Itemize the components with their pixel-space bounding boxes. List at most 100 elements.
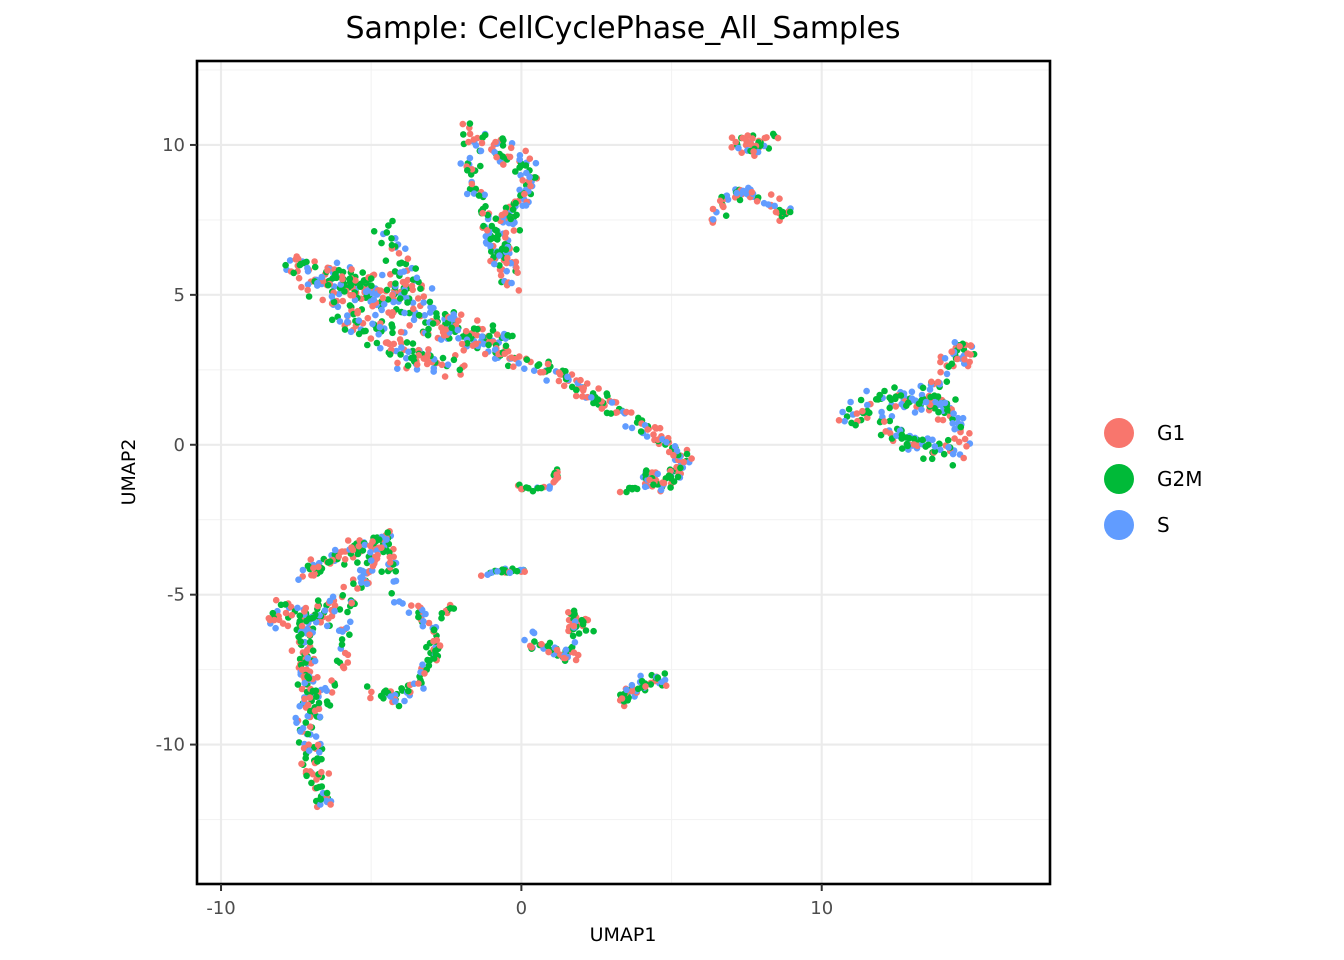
point-s [421,312,429,319]
point-g2m [736,196,744,204]
point-g1 [515,287,523,294]
point-g2m [313,784,321,792]
point-s [941,399,949,407]
point-s [839,408,846,416]
point-g1 [644,426,651,433]
point-g2m [294,681,302,688]
point-g2m [336,606,344,613]
point-s [455,335,462,342]
point-g1 [328,689,336,696]
point-g1 [364,314,372,322]
point-s [482,233,490,240]
point-g1 [481,350,489,358]
point-g1 [466,130,474,138]
point-g1 [298,685,306,693]
point-g1 [937,358,944,366]
point-g2m [409,340,417,347]
point-g1 [560,382,568,390]
point-s [312,733,320,740]
point-g1 [415,680,422,687]
point-g1 [881,418,888,425]
point-g1 [415,602,422,610]
point-g1 [502,234,509,241]
point-s [333,259,341,267]
point-s [945,444,952,451]
point-g1 [648,469,656,476]
point-g2m [852,421,859,429]
point-g2m [305,293,313,300]
point-g1 [544,360,552,368]
point-g2m [388,241,396,249]
point-g2m [448,324,456,332]
point-s [863,387,870,395]
point-g1 [367,694,374,702]
point-g1 [298,666,306,673]
point-g1 [389,291,396,299]
point-s [304,712,312,720]
point-g1 [598,405,606,412]
point-g2m [625,694,632,702]
point-s [405,348,412,356]
point-g1 [300,744,308,752]
point-g2m [904,442,911,450]
point-g2m [450,605,458,612]
point-g2m [877,431,885,439]
point-g1 [352,277,359,284]
point-g1 [341,556,349,563]
point-g2m [384,296,392,303]
point-g2m [512,199,519,207]
point-g1 [275,616,283,624]
point-g2m [388,321,396,328]
point-g2m [479,134,487,141]
point-s [401,309,408,317]
point-g1 [366,542,374,549]
point-g2m [957,423,965,431]
point-s [771,202,778,210]
point-g1 [395,250,403,257]
point-s [323,687,331,694]
point-g1 [584,380,591,387]
point-g1 [552,476,559,484]
point-g1 [688,455,695,462]
point-s [526,173,533,181]
point-g1 [470,136,478,143]
point-s [331,546,339,554]
point-s [496,252,503,259]
point-g2m [582,627,590,634]
point-g1 [628,409,635,416]
point-g2m [845,405,853,413]
point-g2m [578,616,586,624]
point-g2m [928,455,936,463]
point-g2m [898,445,906,452]
point-g2m [504,332,512,339]
point-g2m [464,167,471,174]
point-g2m [415,613,422,621]
point-s [733,189,740,197]
point-g1 [306,723,314,730]
point-g1 [404,255,412,262]
point-g1 [510,363,517,371]
point-g1 [660,479,668,487]
point-g2m [302,754,310,762]
point-g2m [466,120,474,127]
point-g2m [346,631,353,638]
point-s [608,399,616,406]
point-g1 [414,295,422,302]
point-g2m [282,601,289,608]
point-g1 [966,430,973,437]
point-g1 [415,352,423,359]
point-g2m [535,361,543,368]
point-g1 [284,622,292,630]
point-s [637,672,644,680]
point-s [304,654,312,662]
point-g1 [457,311,465,319]
point-g1 [377,287,384,295]
point-g1 [390,340,398,348]
point-g2m [952,396,959,403]
point-g1 [404,276,412,284]
point-s [419,661,426,668]
point-g2m [573,386,580,394]
point-s [864,401,871,409]
point-g1 [420,293,428,300]
point-g2m [331,682,339,689]
